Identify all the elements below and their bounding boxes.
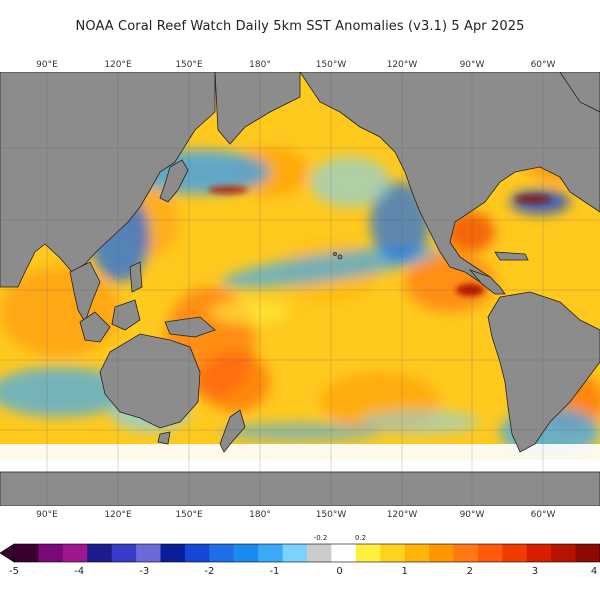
top-longitude-tick-label: 90°E	[36, 60, 58, 70]
colorbar-arrow-min	[0, 543, 15, 563]
bottom-longitude-tick-label: 90°W	[459, 510, 485, 520]
top-longitude-tick-label: 150°E	[175, 60, 203, 70]
colorbar-segment	[209, 544, 235, 562]
colorbar-segment	[184, 544, 210, 562]
new-zealand	[219, 409, 246, 453]
antarctic-ice	[0, 444, 600, 462]
japan	[159, 159, 189, 203]
colorbar-segment	[526, 544, 552, 562]
colorbar-segment	[307, 544, 332, 562]
colorbar-segment	[404, 544, 430, 562]
colorbar-segment	[429, 544, 454, 562]
colorbar-segment	[258, 544, 284, 562]
asia-landmass	[0, 72, 216, 288]
top-longitude-tick-label: 120°E	[104, 60, 132, 70]
colorbar-small-tick-label: 0.2	[354, 534, 367, 542]
sst-anomaly-map	[0, 72, 600, 506]
bottom-longitude-tick-label: 150°E	[175, 510, 203, 520]
bottom-longitude-tick-label: 120°E	[104, 510, 132, 520]
colorbar-segment	[87, 544, 113, 562]
colorbar-segment	[453, 544, 479, 562]
australia	[99, 333, 201, 429]
colorbar	[0, 543, 600, 563]
colorbar-segment	[282, 544, 308, 562]
colorbar-segment	[477, 544, 503, 562]
colorbar-tick-label: 2	[466, 566, 473, 577]
bottom-longitude-tick-label: 60°W	[530, 510, 556, 520]
top-longitude-tick-label: 180°	[249, 60, 271, 70]
colorbar-segment	[160, 544, 186, 562]
top-longitude-tick-label: 150°W	[315, 60, 347, 70]
colorbar-tick-label: 4	[590, 566, 598, 577]
colorbar-segment	[380, 544, 406, 562]
top-longitude-tick-label: 120°W	[386, 60, 418, 70]
landmasses	[0, 72, 600, 506]
bottom-longitude-tick-label: 120°W	[386, 510, 418, 520]
bottom-longitude-tick-label: 90°E	[36, 510, 58, 520]
colorbar-tick-label: -4	[74, 566, 85, 577]
graticule	[0, 72, 600, 506]
colorbar-tick-label: 3	[531, 566, 539, 577]
colorbar-segment	[38, 544, 64, 562]
colorbar-segment	[14, 544, 39, 562]
colorbar-segment	[62, 544, 88, 562]
colorbar-tick-label: -1	[269, 566, 280, 577]
colorbar-tick-label: 0	[336, 566, 343, 577]
antarctica	[0, 471, 600, 506]
colorbar-segment	[575, 544, 600, 562]
colorbar-tick-label: -2	[204, 566, 215, 577]
bottom-longitude-tick-label: 180°	[249, 510, 271, 520]
colorbar-tick-label: -5	[9, 566, 19, 577]
top-longitude-tick-label: 60°W	[530, 60, 556, 70]
colorbar-small-tick-label: -0.2	[313, 534, 328, 542]
colorbar-tick-label: -3	[139, 566, 150, 577]
colorbar-segment	[136, 544, 161, 562]
bottom-longitude-tick-label: 150°W	[315, 510, 347, 520]
map-title: NOAA Coral Reef Watch Daily 5km SST Anom…	[75, 19, 525, 34]
colorbar-segment	[331, 544, 357, 562]
colorbar-segment	[502, 544, 528, 562]
top-longitude-tick-label: 90°W	[459, 60, 485, 70]
colorbar-segment	[233, 544, 259, 562]
colorbar-segment	[551, 544, 577, 562]
colorbar-segment	[111, 544, 137, 562]
south-america	[487, 291, 600, 453]
colorbar-tick-label: 1	[401, 566, 408, 577]
colorbar-segment	[355, 544, 381, 562]
